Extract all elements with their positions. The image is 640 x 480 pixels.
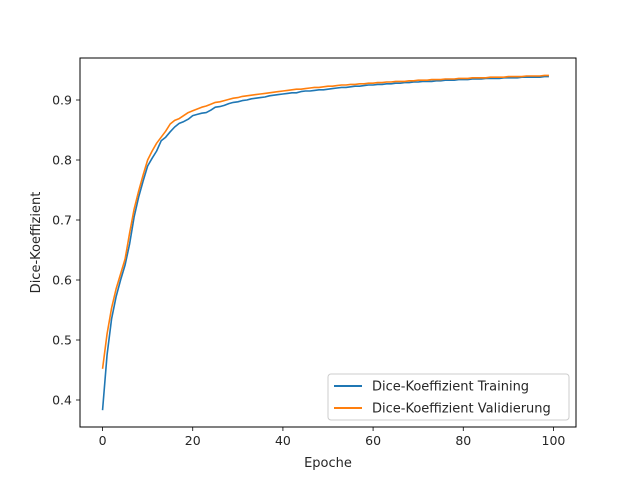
y-tick-label: 0.5 bbox=[52, 333, 72, 348]
x-tick-label: 20 bbox=[185, 433, 201, 448]
x-tick-label: 100 bbox=[542, 433, 566, 448]
y-axis-ticks: 0.4 0.5 0.6 0.7 0.8 0.9 bbox=[52, 93, 80, 408]
y-tick-label: 0.7 bbox=[52, 213, 72, 228]
legend-label-training: Dice-Koeffizient Training bbox=[372, 380, 529, 395]
legend: Dice-Koeffizient Training Dice-Koeffizie… bbox=[327, 373, 570, 421]
x-tick-label: 0 bbox=[99, 433, 107, 448]
legend-box bbox=[327, 373, 570, 421]
x-tick-label: 80 bbox=[455, 433, 471, 448]
x-tick-label: 60 bbox=[365, 433, 381, 448]
series-line-training bbox=[101, 75, 549, 411]
y-tick-label: 0.6 bbox=[52, 273, 72, 288]
x-tick-label: 40 bbox=[275, 433, 291, 448]
y-tick-label: 0.9 bbox=[52, 93, 72, 108]
plot-lines bbox=[101, 74, 549, 411]
y-tick-label: 0.8 bbox=[52, 153, 72, 168]
legend-label-validierung: Dice-Koeffizient Validierung bbox=[372, 402, 551, 417]
y-tick-label: 0.4 bbox=[52, 393, 72, 408]
x-axis-label: Epoche bbox=[304, 456, 352, 471]
x-axis-ticks: 0 20 40 60 80 100 bbox=[99, 427, 566, 448]
y-axis-label: Dice-Koeffizient bbox=[29, 192, 44, 294]
axes-frame bbox=[79, 57, 577, 428]
series-line-validierung bbox=[101, 74, 549, 369]
